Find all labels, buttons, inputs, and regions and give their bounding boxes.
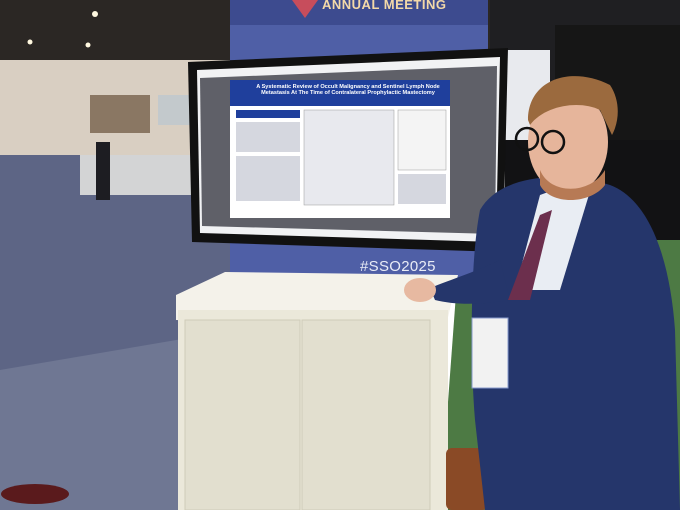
ceiling-light: [92, 11, 98, 17]
banner-top: [230, 0, 488, 25]
arm: [430, 260, 510, 304]
hair: [528, 76, 618, 135]
distant-person: [96, 142, 110, 200]
banner-logo: [292, 0, 318, 18]
beard: [540, 170, 605, 200]
glasses: [514, 126, 540, 152]
poster-section: [236, 110, 300, 118]
poster-title: A Systematic Review of Occult Malignancy…: [256, 84, 440, 97]
face: [528, 90, 608, 194]
ceiling-light: [85, 42, 91, 48]
bag: [446, 448, 488, 510]
poster-text: [236, 156, 300, 201]
wall-sign: [90, 95, 150, 133]
glasses: [540, 129, 566, 155]
badge: [471, 317, 509, 389]
cabinet-door: [184, 319, 301, 510]
poster-text: [236, 122, 300, 152]
poster-table: [303, 109, 395, 206]
cabinet-door: [301, 319, 431, 510]
tie: [508, 210, 552, 300]
ceiling-light: [27, 39, 33, 45]
carpet-light: [0, 330, 235, 510]
hashtag: #SSO2025: [360, 258, 436, 275]
poster-text: [398, 174, 446, 204]
shoe: [1, 484, 69, 504]
hand: [404, 278, 436, 302]
poster-header: [230, 80, 450, 106]
poster-plot: [397, 109, 447, 171]
banner-text: ANNUAL MEETING: [322, 0, 447, 12]
